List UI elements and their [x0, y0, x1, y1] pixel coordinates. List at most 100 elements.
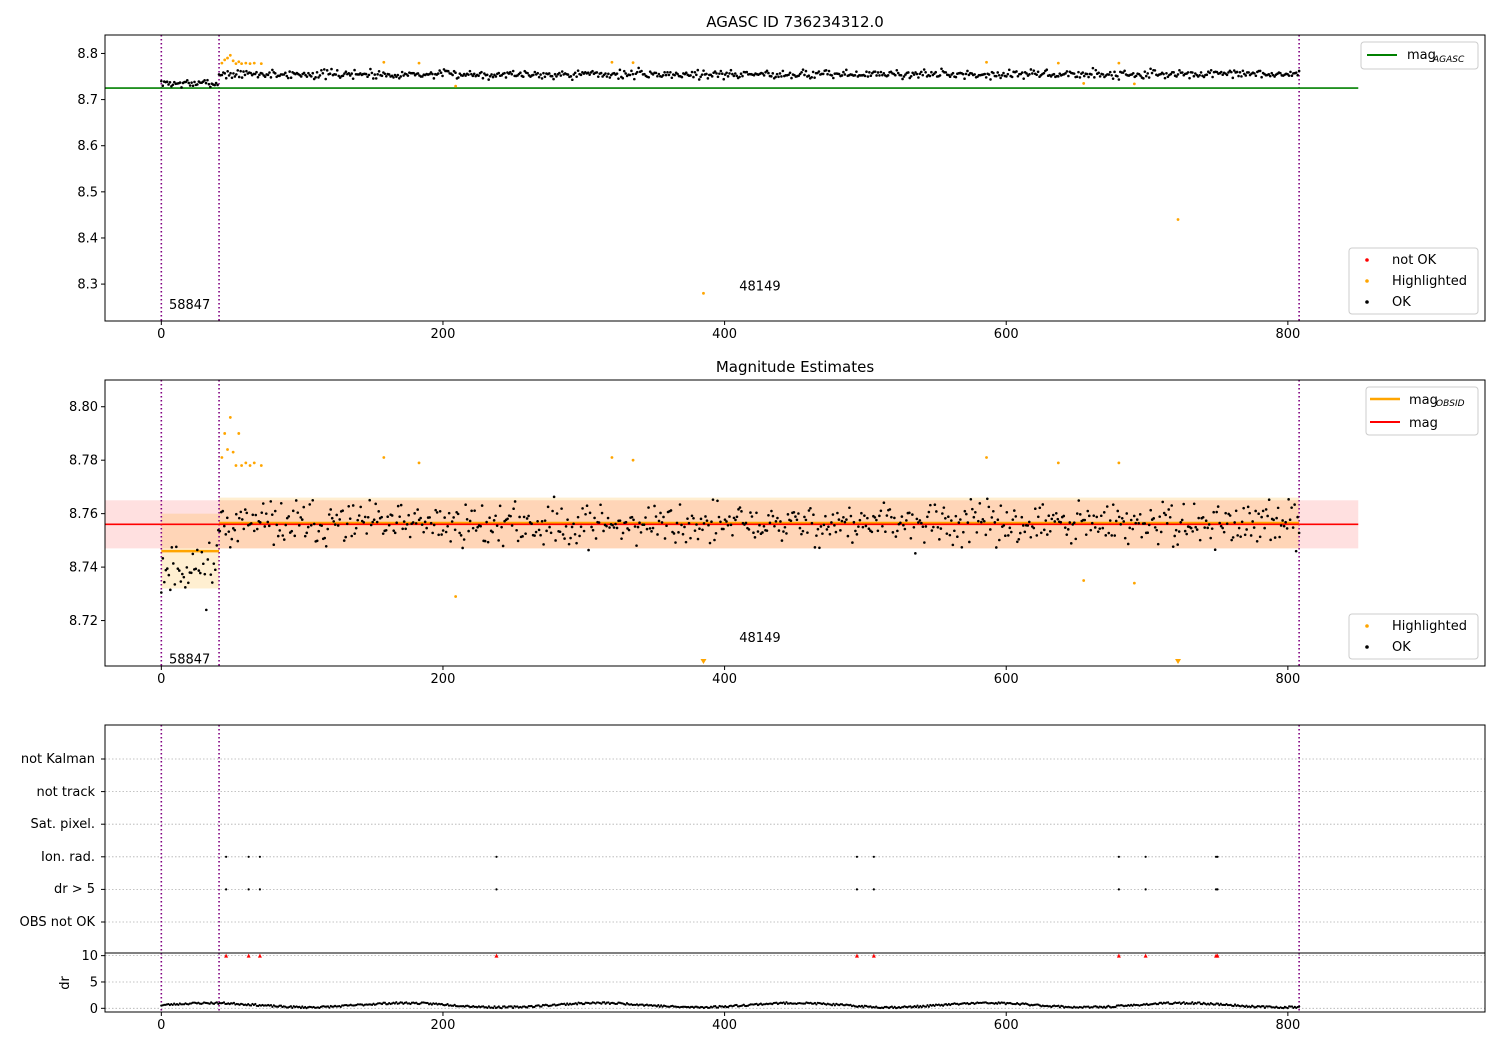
- ok-point: [719, 520, 722, 524]
- ok-point: [912, 73, 916, 76]
- ok-point: [1074, 537, 1078, 541]
- ok-point: [438, 509, 442, 513]
- dr-point: [1216, 1002, 1220, 1005]
- dr-point: [493, 1005, 496, 1008]
- ok-point: [322, 68, 326, 71]
- ok-point: [884, 530, 887, 534]
- ok-point: [1276, 506, 1280, 510]
- ok-point: [363, 515, 367, 519]
- ok-point: [662, 515, 665, 519]
- ok-point: [1010, 530, 1013, 534]
- ok-point: [1258, 69, 1262, 73]
- highlighted-point: [248, 62, 252, 65]
- ok-point: [1188, 76, 1191, 80]
- ok-point: [861, 525, 865, 529]
- ok-point: [750, 515, 754, 518]
- ok-point: [344, 70, 348, 74]
- ok-point: [765, 529, 769, 532]
- ok-point: [239, 69, 242, 73]
- ok-point: [817, 70, 821, 73]
- ok-point: [973, 73, 976, 76]
- ok-point: [997, 73, 1001, 77]
- ok-point: [521, 535, 524, 538]
- ok-point: [547, 72, 551, 75]
- ok-point: [552, 77, 555, 81]
- ok-point: [1117, 78, 1121, 81]
- ok-point: [1181, 71, 1184, 74]
- ok-point: [311, 71, 315, 75]
- dr-point: [339, 1005, 342, 1009]
- ok-point: [212, 562, 216, 565]
- ok-point: [762, 524, 766, 528]
- ok-point: [1279, 524, 1283, 527]
- ok-point: [521, 75, 525, 79]
- ok-point: [397, 77, 401, 80]
- ok-point: [1027, 520, 1031, 524]
- ok-point: [1041, 503, 1045, 506]
- ok-point: [237, 75, 241, 79]
- dr-clipped-marker: [494, 953, 499, 958]
- ok-point: [999, 504, 1003, 507]
- ok-point: [747, 528, 751, 531]
- ok-point: [1213, 548, 1217, 552]
- ok-point: [473, 509, 476, 512]
- highlighted-point: [1056, 461, 1060, 465]
- ok-point: [417, 518, 421, 522]
- ok-point: [663, 71, 666, 74]
- ok-point: [963, 509, 967, 513]
- ok-point: [777, 75, 780, 79]
- ok-point: [855, 533, 859, 536]
- ok-point: [801, 529, 805, 533]
- ok-point: [1198, 538, 1202, 542]
- ok-point: [218, 529, 222, 533]
- ok-point: [569, 536, 572, 540]
- ok-point: [160, 591, 163, 594]
- ok-point: [381, 532, 385, 535]
- ok-point: [282, 73, 286, 76]
- highlighted-point: [223, 58, 227, 62]
- ok-point: [855, 70, 858, 73]
- ok-point: [683, 525, 686, 529]
- dr-point: [1198, 1001, 1201, 1004]
- ok-point: [351, 504, 355, 507]
- ok-point: [830, 74, 834, 77]
- dr-point: [600, 1002, 603, 1005]
- ok-point: [309, 524, 313, 527]
- ok-point: [275, 523, 279, 527]
- ok-point: [399, 503, 403, 507]
- ok-point: [992, 509, 995, 513]
- ok-point: [948, 75, 952, 79]
- ok-point: [771, 72, 775, 75]
- ok-point: [809, 506, 812, 510]
- dr-point: [446, 1003, 449, 1006]
- legend-mag-agasc-sub: AGASC: [1432, 55, 1465, 65]
- ok-point: [1111, 77, 1115, 80]
- ok-point: [1172, 71, 1175, 74]
- dr-point: [1263, 1006, 1267, 1010]
- ok-point: [456, 512, 460, 516]
- ok-point: [866, 516, 869, 520]
- dr-point: [232, 1001, 236, 1004]
- ok-point: [1017, 537, 1021, 541]
- ok-point: [733, 72, 737, 75]
- highlighted-point: [702, 291, 705, 295]
- panel1-y-tick-label: 8.7: [77, 93, 98, 108]
- ok-point: [207, 82, 211, 86]
- ok-point: [310, 75, 313, 78]
- ok-point: [1170, 504, 1174, 507]
- ok-point: [825, 528, 829, 531]
- ok-point: [480, 504, 484, 507]
- ok-point: [392, 529, 395, 532]
- ok-point: [673, 73, 677, 77]
- ok-point: [564, 525, 568, 528]
- ok-point: [1257, 512, 1260, 516]
- ok-point: [216, 83, 219, 87]
- ok-point: [1066, 528, 1070, 531]
- ok-point: [758, 523, 761, 527]
- dr-point: [624, 1003, 627, 1006]
- ok-point: [773, 524, 776, 528]
- ok-point: [1056, 75, 1060, 78]
- ok-point: [209, 573, 213, 576]
- ok-point: [474, 529, 478, 532]
- ok-point: [1266, 514, 1269, 518]
